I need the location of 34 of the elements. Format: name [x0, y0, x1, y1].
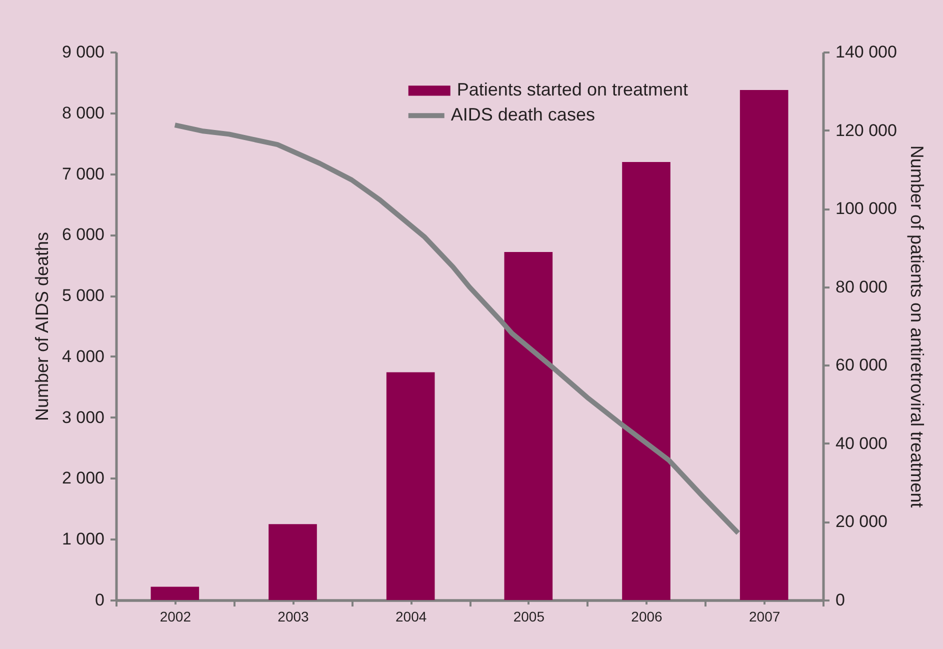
y2-tick-label: 20 000 [836, 512, 888, 532]
y-tick-label: 4 000 [62, 346, 104, 366]
y-tick-label: 5 000 [62, 286, 104, 306]
y2-tick-label: 80 000 [836, 277, 888, 296]
y2-tick-label: 40 000 [836, 434, 888, 453]
y2-tick-label: 100 000 [836, 199, 897, 218]
bar [622, 162, 670, 600]
x-tick-label: 2006 [631, 608, 663, 624]
bar [268, 524, 317, 600]
y-tick-label: 3 000 [62, 408, 104, 427]
bar [504, 252, 553, 600]
y-tick-label: 6 000 [62, 225, 104, 244]
x-tick-label: 2004 [396, 608, 427, 624]
y-tick-label: 0 [95, 590, 104, 610]
x-tick-label: 2007 [749, 608, 780, 624]
legend-label: Patients started on treatment [456, 80, 688, 100]
y2-tick-label: 60 000 [836, 356, 888, 375]
x-tick-label: 2003 [278, 608, 310, 624]
bar [740, 90, 788, 600]
y2-tick-label: 120 000 [836, 120, 897, 140]
y-tick-label: 7 000 [62, 164, 104, 184]
bar [150, 586, 200, 600]
y2-tick-label: 140 000 [836, 42, 897, 62]
y-tick-label: 9 000 [62, 42, 104, 62]
y2-tick-label: 0 [836, 590, 845, 610]
x-tick-label: 2005 [513, 608, 545, 624]
y2-axis-title: Number of patients on antiretroviral treatment [906, 145, 927, 508]
y-tick-label: 1 000 [62, 530, 104, 549]
bar [386, 372, 435, 600]
y-tick-label: 2 000 [62, 468, 104, 488]
y-axis-title: Number of AIDS deaths [32, 232, 52, 422]
x-tick-label: 2002 [160, 608, 192, 624]
legend-label: AIDS death cases [450, 104, 595, 125]
y-tick-label: 8 000 [62, 103, 104, 122]
